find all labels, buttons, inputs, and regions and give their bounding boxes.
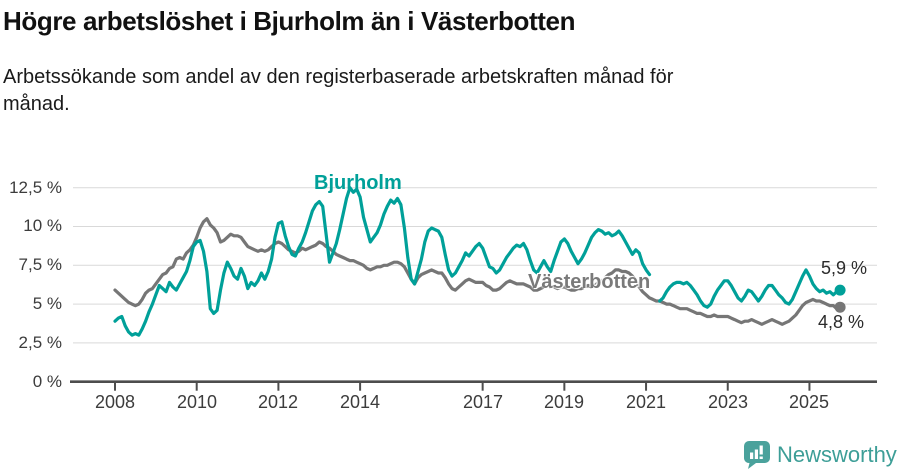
y-tick-label-7-5: 7,5 %: [18, 255, 62, 274]
newsworthy-logo[interactable]: Newsworthy: [744, 441, 897, 469]
page-subtitle: Arbetssökande som andel av den registerb…: [3, 64, 673, 118]
x-tick-label-2017: 2017: [462, 392, 504, 412]
series-label-vasterbotten: Västerbotten: [528, 271, 651, 293]
page-title: Högre arbetslöshet i Bjurholm än i Väste…: [3, 6, 576, 36]
series-label-bjurholm: Bjurholm: [314, 172, 402, 194]
end-value-vasterbotten: 4,8 %: [818, 312, 865, 332]
x-tick-label-2010: 2010: [176, 392, 218, 412]
y-tick-label-0: 0 %: [32, 372, 62, 391]
x-tick-label-2025: 2025: [788, 392, 830, 412]
x-tick-label-2021: 2021: [625, 392, 667, 412]
series-line-västerbotten: [113, 217, 842, 326]
x-tick-label-2019: 2019: [543, 392, 585, 412]
end-value-bjurholm: 5,9 %: [821, 258, 868, 278]
y-tick-label-5: 5 %: [32, 294, 62, 313]
x-tick-label-2014: 2014: [339, 392, 381, 412]
subtitle-line-1: Arbetssökande som andel av den registerb…: [3, 66, 674, 88]
x-tick-label-2023: 2023: [707, 392, 749, 412]
end-dot-bjurholm: [834, 284, 846, 296]
y-tick-label-10: 10 %: [23, 216, 62, 235]
newsworthy-chart-bubble-icon: [744, 441, 770, 469]
end-dot-västerbotten: [834, 301, 846, 313]
x-tick-label-2012: 2012: [257, 392, 299, 412]
newsworthy-wordmark: Newsworthy: [777, 442, 897, 467]
y-tick-label-2-5: 2,5 %: [18, 333, 62, 352]
subtitle-line-2: månad.: [3, 93, 70, 115]
x-tick-label-2008: 2008: [94, 392, 136, 412]
series-line-bjurholm: [113, 186, 842, 337]
y-tick-label-12-5: 12,5 %: [9, 178, 62, 197]
